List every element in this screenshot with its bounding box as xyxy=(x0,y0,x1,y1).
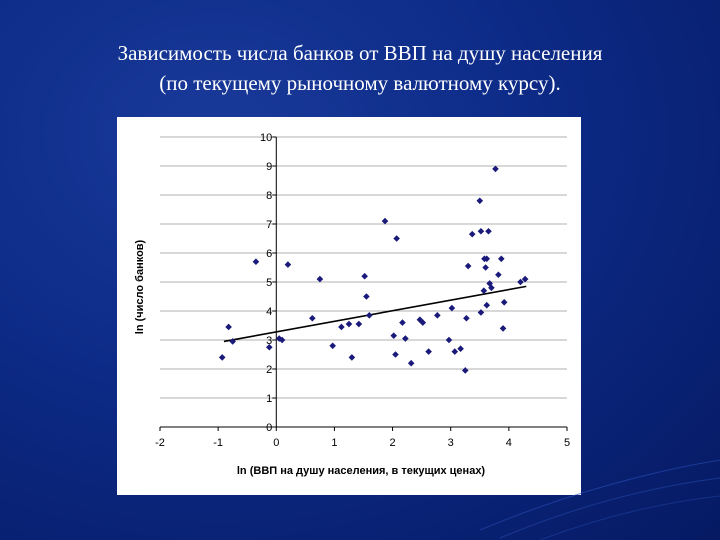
data-point xyxy=(476,197,484,205)
scatter-chart: 0 1 2 3 4 5 6 7 8 9 10 -2 -1 0 1 2 3 4 5 ln (ВВП на душу н… xyxy=(134,132,570,477)
axis-tick-labels: 0 1 2 3 4 5 6 7 8 9 10 -2 -1 0 1 2 3 4 5 xyxy=(155,132,570,449)
data-point xyxy=(278,336,286,344)
data-point xyxy=(485,227,492,235)
chart-panel: 0 1 2 3 4 5 6 7 8 9 10 -2 -1 0 1 2 3 4 5 ln (ВВП на душу н… xyxy=(117,117,581,495)
data-point xyxy=(464,262,472,270)
data-point xyxy=(448,304,456,312)
x-tick-label: 0 xyxy=(273,437,279,449)
data-point xyxy=(521,275,529,283)
trendline xyxy=(223,285,527,343)
data-point xyxy=(483,301,491,309)
slide-title-line-2: (по текущему рыночному валютному курсу). xyxy=(159,71,561,95)
data-point xyxy=(488,284,495,292)
y-axis-label: ln (число банков) xyxy=(134,239,146,334)
data-point xyxy=(416,316,424,323)
data-point xyxy=(486,280,493,287)
data-point xyxy=(482,264,489,271)
x-tick-label: 2 xyxy=(390,437,396,449)
data-point xyxy=(309,314,316,322)
y-tick-label: 9 xyxy=(266,161,272,173)
data-point xyxy=(348,354,356,361)
data-point xyxy=(266,343,273,351)
data-point xyxy=(381,217,389,225)
data-point xyxy=(252,258,260,265)
data-point xyxy=(329,342,336,350)
y-tick-label: 4 xyxy=(266,306,272,318)
data-point xyxy=(345,320,353,328)
x-axis-label: ln (ВВП на душу населения, в текущих цен… xyxy=(237,465,486,477)
y-tick-label: 1 xyxy=(266,393,272,405)
data-point xyxy=(355,320,363,328)
data-point xyxy=(517,278,524,286)
data-point xyxy=(366,312,373,319)
data-point xyxy=(225,323,232,331)
data-point xyxy=(390,332,398,339)
axes xyxy=(159,136,568,431)
slide-title: Зависимость числа банков от ВВП на душу … xyxy=(0,38,720,98)
data-point xyxy=(425,348,432,355)
data-point xyxy=(457,345,464,352)
data-point xyxy=(393,235,400,242)
data-point xyxy=(229,338,236,345)
data-point xyxy=(480,287,488,294)
data-point xyxy=(492,165,499,173)
data-point xyxy=(402,335,409,342)
y-tick-label: 0 xyxy=(266,422,272,434)
decorative-lines xyxy=(480,459,720,540)
y-tick-label: 7 xyxy=(266,219,272,231)
data-point xyxy=(445,336,453,344)
x-tick-label: 4 xyxy=(506,437,512,449)
y-tick-label: 8 xyxy=(266,190,272,202)
data-point xyxy=(483,255,491,263)
data-point xyxy=(477,309,485,316)
data-point xyxy=(338,323,345,331)
data-point xyxy=(363,293,370,300)
trendline-layer xyxy=(223,285,527,343)
data-point xyxy=(451,348,459,355)
y-tick-label: 3 xyxy=(266,335,272,347)
data-point xyxy=(419,319,427,326)
x-tick-label: 1 xyxy=(331,437,337,449)
data-point xyxy=(316,275,324,283)
data-point xyxy=(218,354,226,361)
data-point xyxy=(497,255,505,263)
y-tick-label: 10 xyxy=(260,132,272,144)
data-point xyxy=(407,359,415,367)
data-point xyxy=(468,230,476,238)
x-tick-label: -1 xyxy=(213,437,223,449)
data-point xyxy=(477,227,485,235)
y-tick-label: 2 xyxy=(266,364,272,376)
data-point xyxy=(275,335,283,342)
data-point xyxy=(495,271,502,279)
x-tick-label: 5 xyxy=(564,437,570,449)
data-point xyxy=(499,325,507,332)
data-point xyxy=(284,261,292,268)
x-tick-label: 3 xyxy=(448,437,454,449)
data-point xyxy=(392,351,399,358)
data-point xyxy=(361,272,368,280)
data-point xyxy=(463,314,470,322)
data-point xyxy=(399,319,406,326)
y-tick-label: 6 xyxy=(266,248,272,260)
slide-title-line-1: Зависимость числа банков от ВВП на душу … xyxy=(117,41,603,65)
data-point xyxy=(500,299,508,306)
y-tick-label: 5 xyxy=(266,277,272,289)
data-point xyxy=(434,312,441,319)
data-point xyxy=(461,367,469,374)
x-tick-label: -2 xyxy=(155,437,165,449)
